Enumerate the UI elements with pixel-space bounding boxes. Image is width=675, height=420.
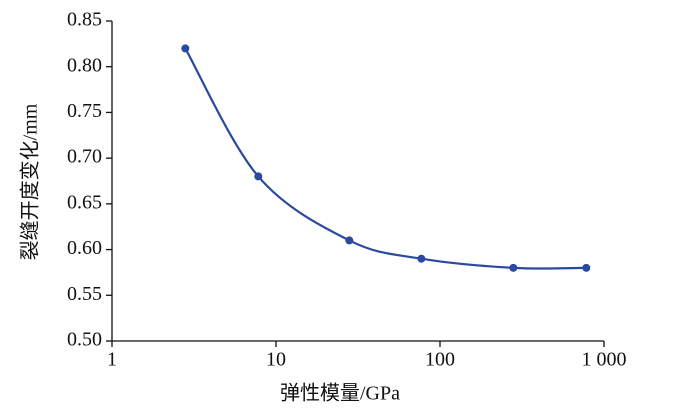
x-tick-label: 100: [425, 349, 455, 371]
point: [181, 44, 190, 53]
x-tick-label: 1 000: [582, 349, 627, 371]
point: [345, 236, 354, 245]
point: [254, 172, 263, 181]
y-tick-label: 0.85: [67, 9, 102, 31]
x-axis-label: 弹性模量/GPa: [280, 382, 400, 405]
point: [417, 254, 426, 263]
y-tick-label: 0.65: [67, 191, 102, 213]
y-tick-label: 0.80: [67, 54, 102, 76]
y-tick-label: 0.60: [67, 237, 102, 259]
y-tick-label: 0.70: [67, 146, 102, 168]
x-tick-label: 1: [107, 349, 117, 371]
y-tick-label: 0.55: [67, 283, 102, 305]
y-tick-label: 0.75: [67, 100, 102, 122]
point: [509, 263, 518, 272]
point: [582, 263, 591, 272]
x-tick-label: 10: [266, 349, 286, 371]
y-tick-label: 0.50: [67, 329, 102, 351]
y-axis-label: 裂缝开度变化/mm: [19, 103, 42, 260]
line: [184, 47, 587, 270]
